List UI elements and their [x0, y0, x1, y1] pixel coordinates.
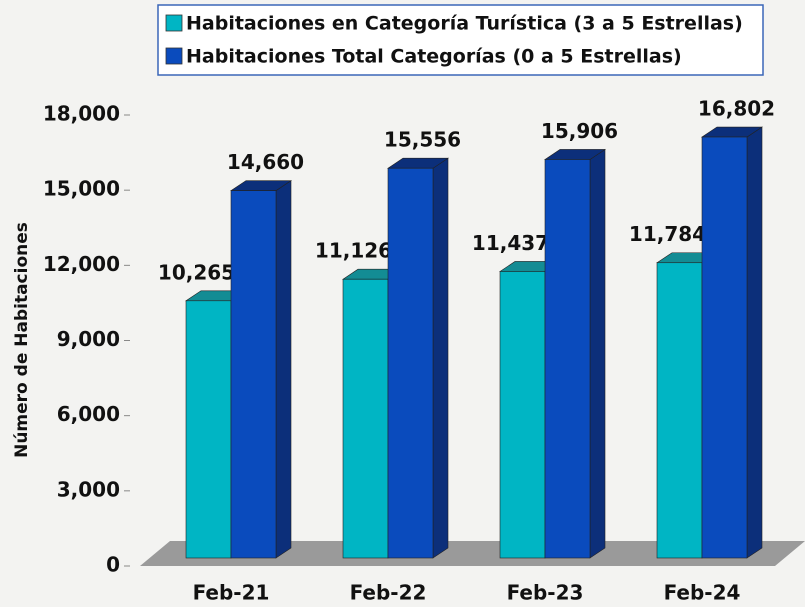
bar-side	[432, 157, 449, 559]
x-tick-label: Feb-21	[193, 581, 270, 605]
y-tick-label: 0	[106, 553, 120, 577]
y-tick-label: 6,000	[57, 402, 120, 426]
bar	[499, 271, 546, 559]
floor	[140, 541, 805, 566]
y-axis-label: Número de Habitaciones	[12, 222, 32, 458]
x-tick-label: Feb-23	[507, 581, 584, 605]
y-tick-label: 18,000	[43, 102, 120, 126]
bar	[230, 190, 277, 559]
bar	[544, 159, 591, 559]
data-label: 11,437	[472, 231, 549, 255]
bar-side	[275, 180, 292, 559]
y-tick-label: 15,000	[43, 177, 120, 201]
data-label: 15,906	[541, 119, 618, 143]
bar-side	[746, 126, 763, 559]
legend-label: Habitaciones Total Categorías (0 a 5 Est…	[186, 46, 682, 68]
legend-box	[157, 4, 764, 76]
data-label: 10,265	[158, 260, 235, 284]
data-label: 16,802	[698, 97, 775, 121]
y-tick-label: 12,000	[43, 252, 120, 276]
data-label: 15,556	[384, 128, 461, 152]
bar-side	[589, 148, 606, 559]
x-tick-label: Feb-24	[664, 581, 741, 605]
legend-label: Habitaciones en Categoría Turística (3 a…	[186, 13, 743, 35]
bar	[342, 278, 389, 559]
bar	[701, 136, 748, 559]
x-tick-label: Feb-22	[350, 581, 427, 605]
data-label: 14,660	[227, 150, 304, 174]
bar	[387, 167, 434, 559]
y-tick-label: 3,000	[57, 477, 120, 501]
legend-swatch	[165, 47, 183, 65]
legend-swatch	[165, 14, 183, 32]
bar	[185, 300, 232, 559]
data-label: 11,784	[629, 222, 706, 246]
data-label: 11,126	[315, 239, 392, 263]
bar	[656, 262, 703, 559]
y-tick-label: 9,000	[57, 327, 120, 351]
